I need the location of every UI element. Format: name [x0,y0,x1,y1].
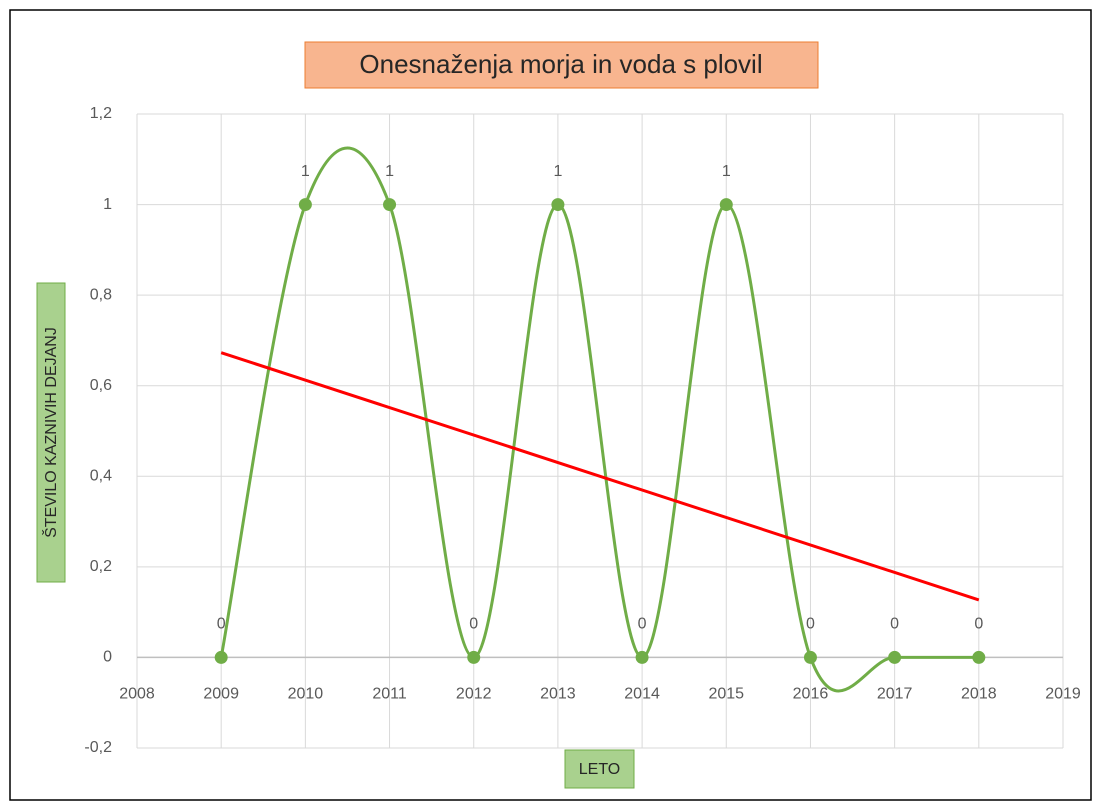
x-tick-label: 2013 [540,686,576,703]
x-label-box [564,749,635,789]
x-tick-label: 2017 [877,686,913,703]
y-tick-label: 0,2 [90,558,112,575]
y-tick-label: 1 [103,196,112,213]
x-tick-label: 2015 [708,686,744,703]
data-label: 1 [553,163,562,180]
y-axis-label: ŠTEVILO KAZNIVIH DEJANJ [41,327,60,538]
data-label: 0 [469,616,478,633]
data-label: 0 [217,616,226,633]
data-label: 1 [385,163,394,180]
data-point [467,650,481,664]
x-tick-label: 2008 [119,686,155,703]
chart-title: Onesnaženja morja in voda s plovil [359,49,762,79]
y-tick-label: 0,4 [90,468,112,485]
x-tick-label: 2018 [961,686,997,703]
x-tick-label: 2010 [288,686,324,703]
data-point [635,650,649,664]
data-point [551,198,565,212]
x-tick-label: 2012 [456,686,492,703]
y-label-box [36,282,66,583]
data-label: 0 [638,616,647,633]
data-label: 1 [722,163,731,180]
data-point [719,198,733,212]
y-tick-label: 1,2 [90,105,112,122]
x-tick-label: 2009 [203,686,239,703]
data-label: 0 [890,616,899,633]
data-point [298,198,312,212]
y-tick-label: 0,8 [90,286,112,303]
trend-line [220,351,980,602]
y-tick-label: -0,2 [84,739,112,756]
data-label: 0 [806,616,815,633]
data-label: 0 [974,616,983,633]
y-tick-label: 0,6 [90,377,112,394]
series-line [219,146,979,693]
data-point [972,650,986,664]
data-label: 1 [301,163,310,180]
title-box [304,41,819,89]
chart-frame [9,9,1092,801]
x-tick-label: 2016 [793,686,829,703]
x-tick-label: 2019 [1045,686,1081,703]
data-point [383,198,397,212]
x-axis-label: LETO [579,761,621,778]
x-tick-label: 2014 [624,686,660,703]
data-point [214,650,228,664]
data-point [803,650,817,664]
data-point [888,650,902,664]
y-tick-label: 0 [103,649,112,666]
x-tick-label: 2011 [372,686,407,703]
